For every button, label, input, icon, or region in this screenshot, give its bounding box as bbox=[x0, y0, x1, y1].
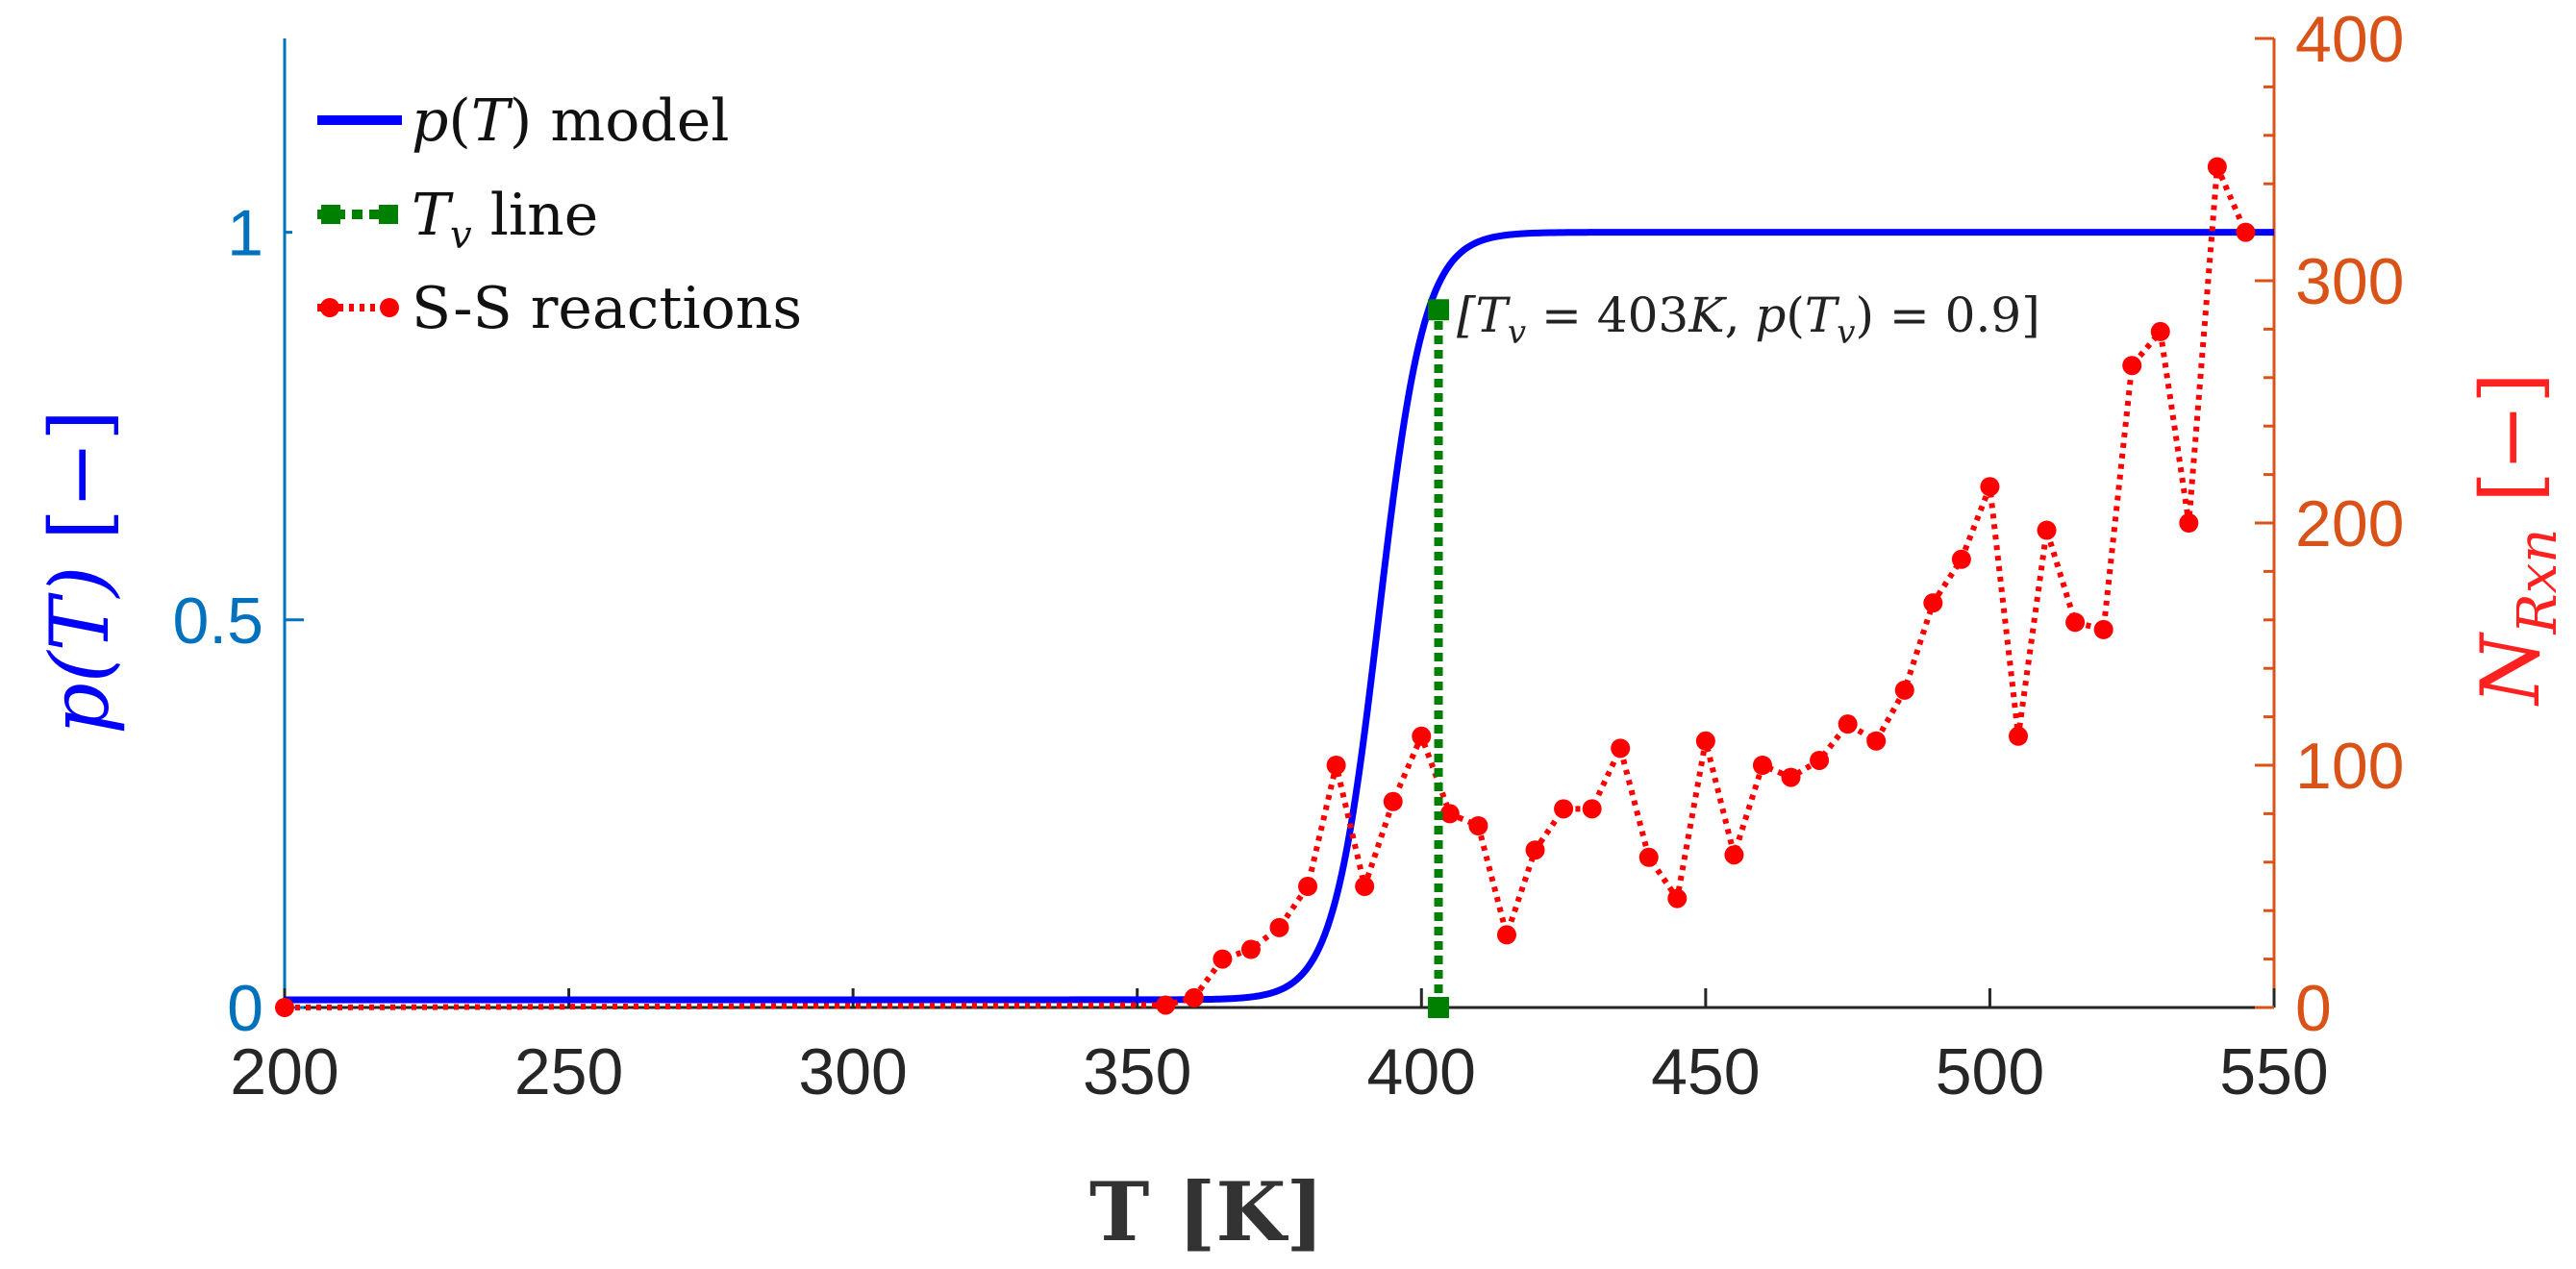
y-left-tick-label: 0 bbox=[227, 972, 263, 1045]
y-right-tick-label: 0 bbox=[2295, 972, 2332, 1045]
legend-reactions-marker-right bbox=[380, 298, 399, 317]
y-right-tick-label: 400 bbox=[2295, 3, 2404, 76]
reactions-point bbox=[1412, 726, 1432, 746]
reactions-point bbox=[1638, 847, 1659, 867]
x-tick-label: 350 bbox=[1083, 1035, 1191, 1108]
legend-reactions-marker-left bbox=[320, 298, 339, 317]
tv-marker-bottom bbox=[1428, 997, 1450, 1018]
reactions-point bbox=[1326, 756, 1346, 775]
reactions-point bbox=[2008, 726, 2028, 746]
legend-tv-label: Tv line bbox=[412, 182, 598, 258]
reactions-point bbox=[2236, 222, 2256, 242]
reactions-point bbox=[1213, 949, 1233, 969]
y-left-tick-label: 0.5 bbox=[172, 585, 263, 658]
reactions-point bbox=[1781, 767, 1801, 787]
reactions-point bbox=[1582, 799, 1602, 819]
reactions-point bbox=[1184, 987, 1204, 1008]
axes: 200 250 300 350 400 450 500 55000.5101002003004… bbox=[172, 3, 2404, 1108]
reactions-point bbox=[1980, 477, 2000, 497]
reactions-point bbox=[1298, 877, 1318, 896]
reactions-point bbox=[1269, 917, 1289, 937]
reactions-point bbox=[1724, 845, 1744, 865]
reactions-point bbox=[275, 998, 294, 1017]
y-left-tick-label: 1 bbox=[227, 197, 263, 270]
reactions-line bbox=[284, 165, 2249, 1010]
reactions-point bbox=[1468, 816, 1488, 835]
reactions-point bbox=[1439, 804, 1460, 824]
p-model-curve bbox=[285, 229, 2274, 1004]
y-axis-right-title: NRxn [−] bbox=[2463, 372, 2569, 707]
legend: p(T) model Tv line S-S reactions bbox=[292, 75, 965, 383]
reactions-point bbox=[1951, 549, 1971, 569]
legend-reactions-label: S-S reactions bbox=[412, 275, 802, 342]
reactions-point bbox=[1810, 750, 1830, 770]
reactions-point bbox=[1611, 738, 1631, 759]
y-right-tick-label: 200 bbox=[2295, 487, 2404, 560]
reactions-point bbox=[1554, 799, 1574, 819]
reactions-point bbox=[2179, 513, 2199, 533]
tv-marker-top bbox=[1428, 299, 1450, 321]
reactions-point bbox=[2150, 321, 2170, 341]
reactions-point bbox=[1667, 888, 1688, 908]
legend-tv-marker-left bbox=[321, 205, 340, 224]
y-axis-left-title: p(T) [−] bbox=[33, 410, 127, 734]
reactions-point bbox=[1525, 840, 1545, 860]
x-tick-label: 250 bbox=[514, 1035, 623, 1108]
legend-box bbox=[292, 75, 965, 383]
legend-tv-marker-right bbox=[379, 205, 398, 224]
y-right-tick-label: 100 bbox=[2295, 730, 2404, 803]
x-tick-label: 550 bbox=[2219, 1035, 2328, 1108]
reactions-point bbox=[1752, 756, 1772, 775]
y-right-tick-label: 300 bbox=[2295, 245, 2404, 318]
reactions-point bbox=[2065, 612, 2086, 633]
reactions-point bbox=[2093, 619, 2113, 639]
reactions-point bbox=[1695, 731, 1715, 751]
reactions-point bbox=[2122, 356, 2142, 376]
reactions-point bbox=[2037, 520, 2057, 540]
x-tick-label: 500 bbox=[1936, 1035, 2044, 1108]
reactions-point bbox=[1866, 731, 1887, 751]
reactions-point bbox=[1496, 925, 1516, 945]
reactions-point bbox=[1894, 680, 1914, 700]
x-tick-label: 450 bbox=[1651, 1035, 1760, 1108]
x-tick-label: 400 bbox=[1367, 1035, 1476, 1108]
reactions-point bbox=[1156, 995, 1176, 1015]
tv-annotation: [Tv = 403K, p(Tv) = 0.9] bbox=[1457, 287, 2040, 352]
reactions-point bbox=[1355, 877, 1375, 896]
plot-series bbox=[275, 157, 2274, 1018]
reactions-point bbox=[1838, 714, 1858, 734]
x-tick-label: 200 bbox=[230, 1035, 338, 1108]
legend-model-label: p(T) model bbox=[412, 87, 729, 155]
reactions-point bbox=[2207, 157, 2227, 177]
reactions-point bbox=[1383, 791, 1403, 811]
x-axis-title: T [K] bbox=[1089, 1164, 1324, 1259]
reactions-point bbox=[1240, 939, 1261, 959]
tv-annotation-text: [Tv = 403K, p(Tv) = 0.9] bbox=[1457, 287, 2040, 352]
reactions-point bbox=[1923, 593, 1943, 613]
x-tick-label: 300 bbox=[798, 1035, 907, 1108]
